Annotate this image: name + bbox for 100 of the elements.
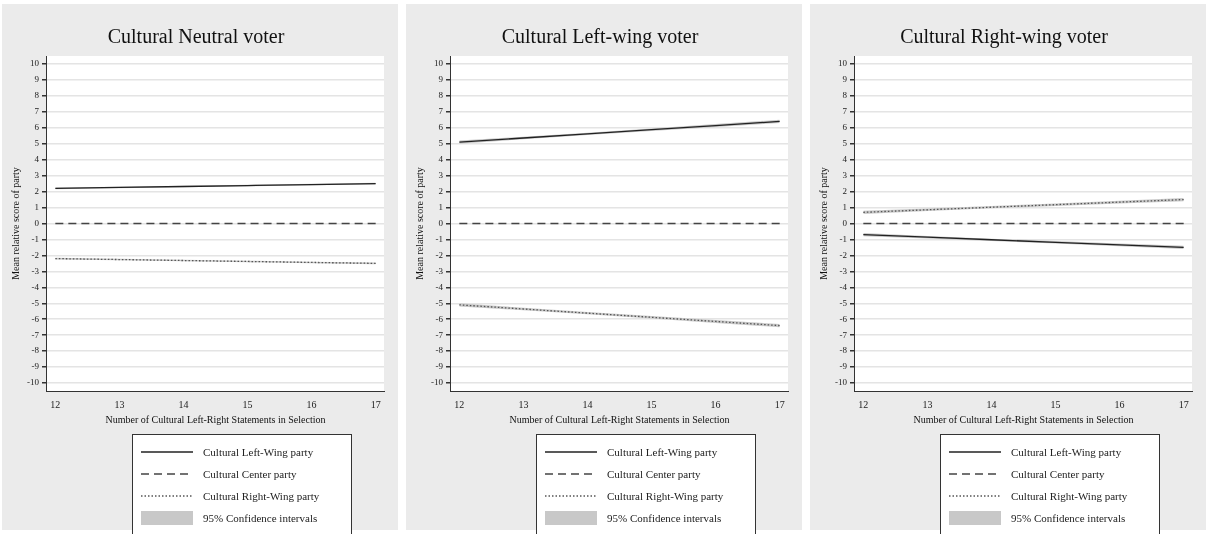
y-tick-label: -7 [31, 329, 40, 340]
y-tick-label: 0 [438, 217, 444, 228]
x-tick-label: 13 [518, 398, 529, 410]
x-tick-label: 15 [646, 398, 657, 410]
y-tick-label: 0 [842, 217, 848, 228]
x-tick-label: 14 [582, 398, 593, 410]
y-tick-label: -5 [31, 297, 40, 308]
text: 95% Confidence intervals [203, 512, 318, 524]
y-tick-label: -7 [435, 329, 444, 340]
y-tick-label: -8 [435, 345, 444, 356]
y-axis-title: Mean relative score of party [9, 167, 21, 280]
x-tick-label: 15 [242, 398, 253, 410]
y-tick-label: 5 [34, 138, 40, 149]
y-tick-label: 1 [34, 201, 39, 212]
y-tick-label: 0 [34, 217, 40, 228]
y-tick-label: 8 [842, 90, 848, 101]
y-tick-label: -10 [835, 377, 848, 388]
y-tick-label: 2 [34, 185, 39, 196]
y-tick-label: -8 [31, 345, 40, 356]
y-axis-title: Mean relative score of party [817, 167, 829, 280]
y-tick-label: 2 [438, 185, 443, 196]
x-tick-label: 17 [774, 398, 785, 410]
y-tick-label: -8 [839, 345, 848, 356]
chart-title: Cultural Left-wing voter [501, 25, 699, 49]
x-tick-label: 16 [710, 398, 721, 410]
y-tick-label: -10 [27, 377, 40, 388]
x-tick-label: 12 [858, 398, 869, 410]
y-tick-label: 5 [842, 138, 848, 149]
y-tick-label: 10 [434, 58, 444, 69]
x-tick-label: 13 [114, 398, 125, 410]
y-tick-label: 3 [34, 170, 40, 180]
y-tick-label: 7 [438, 106, 444, 117]
x-tick-label: 17 [1178, 398, 1189, 410]
y-tick-label: 10 [838, 58, 848, 69]
y-tick-label: -2 [435, 249, 443, 260]
y-axis-title: Mean relative score of party [413, 167, 425, 280]
y-tick-label: 8 [34, 90, 40, 101]
y-tick-label: 1 [438, 201, 443, 212]
y-tick-label: -2 [31, 249, 39, 260]
y-tick-label: -9 [31, 361, 40, 372]
y-tick-label: -7 [839, 329, 848, 340]
x-tick-label: 14 [986, 398, 997, 410]
y-tick-label: -9 [839, 361, 848, 372]
legend-label: Cultural Center party [203, 468, 297, 480]
y-tick-label: 4 [34, 154, 40, 165]
y-tick-label: -1 [839, 233, 847, 244]
x-tick-label: 14 [178, 398, 189, 410]
x-tick-label: 17 [370, 398, 381, 410]
y-tick-label: 6 [34, 122, 40, 133]
y-tick-label: 7 [842, 106, 848, 117]
legend-label: Cultural Right-Wing party [607, 490, 724, 502]
y-tick-label: -4 [435, 281, 444, 292]
y-tick-label: -10 [431, 377, 444, 388]
y-tick-label: 9 [842, 74, 848, 85]
x-axis-title: Number of Cultural Left-Right Statements in Selection [105, 413, 326, 425]
y-tick-label: 3 [438, 170, 444, 180]
x-axis-title: Number of Cultural Left-Right Statements in Selection [509, 413, 730, 425]
y-tick-label: -5 [839, 297, 848, 308]
y-tick-label: 9 [438, 74, 444, 85]
legend-label: Cultural Left-Wing party [203, 446, 314, 458]
y-tick-label: -3 [839, 265, 848, 276]
legend-label: Cultural Left-Wing party [607, 446, 718, 458]
y-tick-label: 6 [842, 122, 848, 133]
x-tick-label: 16 [1114, 398, 1125, 410]
y-tick-label: 7 [34, 106, 40, 117]
y-tick-label: -1 [435, 233, 443, 244]
y-tick-label: 3 [842, 170, 848, 180]
y-tick-label: 9 [34, 74, 40, 85]
y-tick-label: 10 [30, 58, 40, 69]
y-tick-label: -5 [435, 297, 444, 308]
y-tick-label: 1 [842, 201, 847, 212]
legend-label: Cultural Right-Wing party [1011, 490, 1128, 502]
y-tick-label: 4 [438, 154, 444, 165]
legend-label: Cultural Left-Wing party [1011, 446, 1122, 458]
y-tick-label: -4 [839, 281, 848, 292]
x-tick-label: 15 [1050, 398, 1061, 410]
y-tick-label: -1 [31, 233, 39, 244]
y-tick-label: -6 [435, 313, 444, 324]
y-tick-label: -3 [435, 265, 444, 276]
y-tick-label: -9 [435, 361, 444, 372]
y-tick-label: 8 [438, 90, 444, 101]
y-tick-label: 2 [842, 185, 847, 196]
x-tick-label: 13 [922, 398, 933, 410]
y-tick-label: -2 [839, 249, 847, 260]
y-tick-label: 6 [438, 122, 444, 133]
y-tick-label: 4 [842, 154, 848, 165]
x-axis-title: Number of Cultural Left-Right Statements in Selection [913, 413, 1134, 425]
y-tick-label: -3 [31, 265, 40, 276]
y-tick-label: -4 [31, 281, 40, 292]
text: 95% Confidence intervals [607, 512, 722, 524]
chart-title: Cultural Neutral voter [107, 25, 285, 48]
y-tick-label: 5 [438, 138, 444, 149]
legend-label: Cultural Center party [607, 468, 701, 480]
x-tick-label: 16 [306, 398, 317, 410]
text: 95% Confidence intervals [1011, 512, 1126, 524]
legend-label: Cultural Center party [1011, 468, 1105, 480]
y-tick-label: -6 [839, 313, 848, 324]
legend-label: Cultural Right-Wing party [203, 490, 320, 502]
x-tick-label: 12 [50, 398, 61, 410]
chart-title: Cultural Right-wing voter [900, 25, 1109, 49]
